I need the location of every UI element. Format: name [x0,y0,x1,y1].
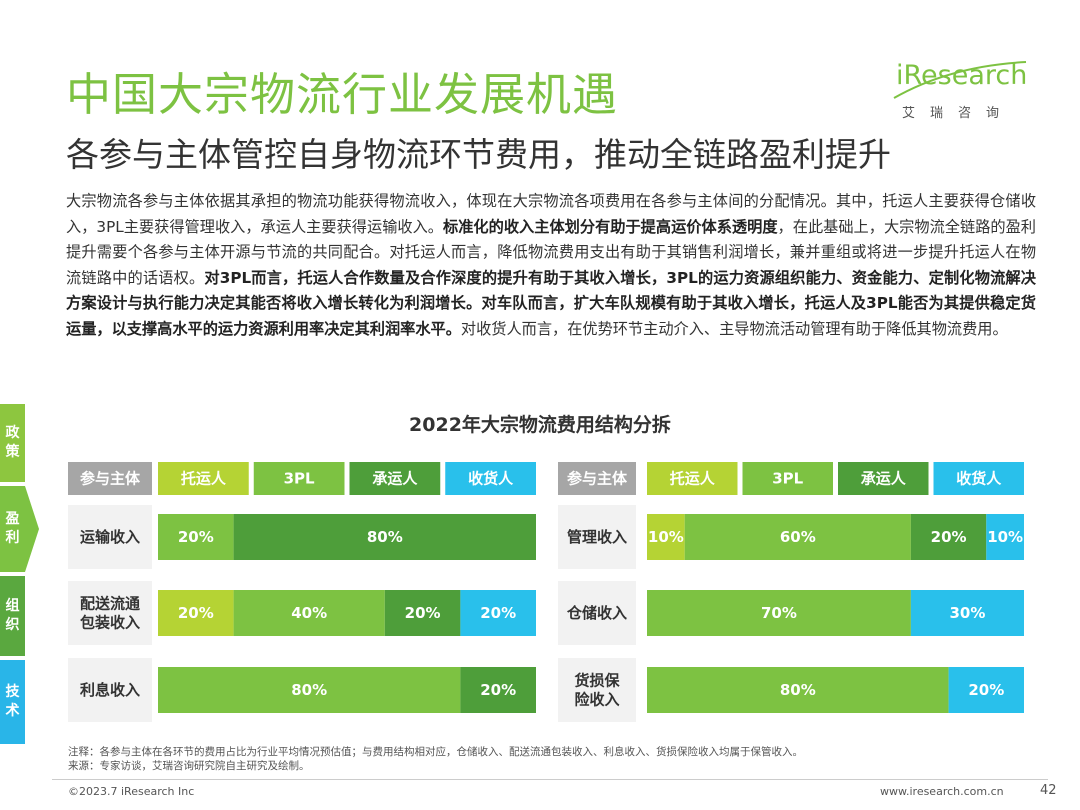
bar-segment [158,514,234,560]
bar-value-label: 10% [648,528,684,546]
bar-segment [158,590,234,636]
body-bold-1: 标准化的收入主体划分有助于提高运价体系透明度 [443,217,778,236]
bar-segment [647,667,949,713]
category-label: 险收入 [574,691,619,709]
bar-value-label: 20% [480,604,516,622]
bar-segment [910,590,1024,636]
logo-cn-text: 艾瑞咨询 [902,106,1015,121]
body-text-3: 对收货人而言，在优势环节主动介入、主导物流活动管理有助于降低其物流费用。 [460,319,1008,338]
category-cell [558,505,636,569]
bar-value-label: 80% [367,528,403,546]
iresearch-logo: iResearch 艾瑞咨询 [890,58,1030,124]
bar-value-label: 10% [987,528,1023,546]
bar-value-label: 20% [931,528,967,546]
legend-header-label: 参与主体 [80,470,141,488]
legend-label-2: 承运人 [372,470,418,488]
side-tab-arrow-icon [25,486,39,572]
category-cell [68,658,152,722]
legend-cell-1 [253,462,345,495]
side-tab-label: 盈利 [5,511,20,546]
category-cell [68,581,152,645]
footer-url[interactable]: www.iresearch.com.cn [880,785,1004,798]
legend-label-3: 收货人 [956,470,1002,488]
side-tab-technology[interactable]: 技术 [0,660,25,744]
chart-title: 2022年大宗物流费用结构分拆 [409,414,671,436]
bar-value-label: 70% [761,604,797,622]
legend-label-0: 托运人 [670,470,716,488]
bar-value-label: 20% [968,681,1004,699]
category-label: 包装收入 [80,614,140,632]
bar-value-label: 20% [178,604,214,622]
bar-segment [233,514,536,560]
legend-label-1: 3PL [284,470,315,488]
category-label: 货损保 [574,672,620,690]
category-label: 管理收入 [567,528,627,546]
bar-value-label: 30% [949,604,985,622]
chart-source: 来源：专家访谈，艾瑞咨询研究院自主研究及绘制。 [68,760,310,772]
side-tab-label: 组织 [5,598,20,633]
legend-cell-2 [838,462,929,495]
body-paragraph: 大宗物流各参与主体依据其承担的物流功能获得物流收入，体现在大宗物流各项费用在各参… [66,189,1036,343]
side-tab-policy[interactable]: 政策 [0,404,25,482]
footer-divider [52,779,1048,780]
legend-cell-0 [647,462,738,495]
bar-segment [647,514,685,560]
bar-segment [647,590,911,636]
side-tab-profit[interactable]: 盈利 [0,486,25,572]
category-label: 配送流通 [80,595,140,613]
legend-header-cell [68,462,152,495]
page-subtitle: 各参与主体管控自身物流环节费用，推动全链路盈利提升 [66,135,891,174]
legend-header-label: 参与主体 [567,470,628,488]
legend-cell-0 [158,462,249,495]
side-tab-organization[interactable]: 组织 [0,576,25,656]
page-title: 中国大宗物流行业发展机遇 [66,68,619,121]
bar-value-label: 20% [405,604,441,622]
body-text-2: ，在此基础上，大宗物流全链路的盈利提升需要个各参与主体开源与节流的共同配合。对托… [66,217,1036,287]
logo-wordmark: iResearch [896,60,1028,91]
legend-cell-2 [349,462,441,495]
legend-cell-3 [933,462,1024,495]
category-label: 运输收入 [80,528,140,546]
legend-label-2: 承运人 [861,470,907,488]
bar-segment [986,514,1024,560]
bar-segment [684,514,911,560]
body-bold-2: 对3PL而言，托运人合作数量及合作深度的提升有助于其收入增长，3PL的运力资源组… [66,268,1036,338]
legend-label-0: 托运人 [181,470,227,488]
bar-segment [910,514,987,560]
bar-value-label: 20% [178,528,214,546]
chart-notes: 注释：各参与主体在各环节的费用占比为行业平均情况预估值；与费用结构相对应，仓储收… [68,745,803,773]
legend-cell-1 [742,462,833,495]
side-tab-label: 政策 [5,425,20,460]
page-number: 42 [1040,783,1057,798]
bar-segment [460,667,536,713]
legend-header-cell [558,462,636,495]
bar-segment [948,667,1024,713]
category-cell [558,658,636,722]
legend-label-3: 收货人 [468,470,514,488]
legend-label-1: 3PL [772,470,803,488]
bar-value-label: 60% [780,528,816,546]
category-cell [68,505,152,569]
bar-segment [460,590,536,636]
footer-copyright: ©2023.7 iResearch Inc [68,785,195,798]
bar-value-label: 40% [291,604,327,622]
bar-segment [233,590,385,636]
chart-note: 注释：各参与主体在各环节的费用占比为行业平均情况预估值；与费用结构相对应，仓储收… [68,746,803,758]
bar-value-label: 20% [480,681,516,699]
side-tab-label: 技术 [5,684,20,719]
category-label: 仓储收入 [566,604,627,622]
body-text-1: 大宗物流各参与主体依据其承担的物流功能获得物流收入，体现在大宗物流各项费用在各参… [66,192,1036,236]
legend-cell-3 [445,462,536,495]
bar-value-label: 80% [780,681,816,699]
bar-segment [384,590,461,636]
category-label: 利息收入 [80,681,140,699]
bar-segment [158,667,461,713]
bar-value-label: 80% [291,681,327,699]
category-cell [558,581,636,645]
logo-swoosh-icon [893,61,1027,99]
